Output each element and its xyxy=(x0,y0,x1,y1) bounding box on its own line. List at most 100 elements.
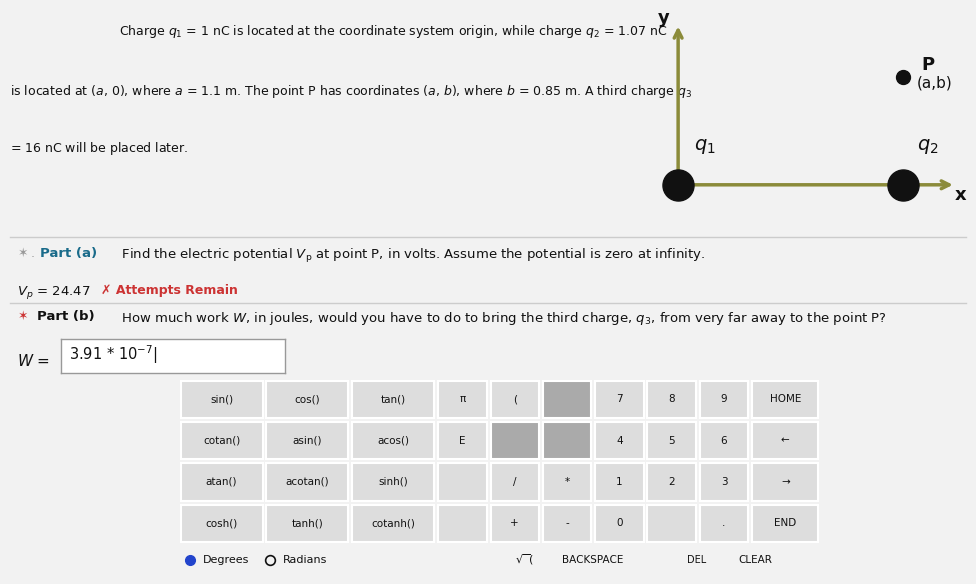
Bar xyxy=(266,505,348,542)
Bar xyxy=(647,505,696,542)
Text: .: . xyxy=(722,518,726,529)
Text: 3: 3 xyxy=(720,477,727,487)
Text: P: P xyxy=(921,57,934,74)
Text: E: E xyxy=(459,436,466,446)
Text: .: . xyxy=(31,247,35,260)
Text: Charge $q_1$ = $\mathit{1}$ nC is located at the coordinate system origin, while: Charge $q_1$ = $\mathit{1}$ nC is locate… xyxy=(119,23,668,40)
Bar xyxy=(595,505,643,542)
Text: 1: 1 xyxy=(616,477,623,487)
Bar xyxy=(700,463,749,500)
Text: (: ( xyxy=(512,394,516,404)
Bar xyxy=(752,422,819,459)
Text: 0: 0 xyxy=(616,518,623,529)
Text: Part (a): Part (a) xyxy=(40,247,98,260)
Bar xyxy=(438,422,487,459)
Text: Degrees: Degrees xyxy=(202,555,249,565)
Text: Radians: Radians xyxy=(283,555,327,565)
Bar xyxy=(438,463,487,500)
Bar xyxy=(181,381,263,418)
Bar xyxy=(752,505,819,542)
Text: y: y xyxy=(658,9,670,27)
Text: sinh(): sinh() xyxy=(379,477,408,487)
Text: 9: 9 xyxy=(720,394,727,404)
Text: 7: 7 xyxy=(616,394,623,404)
Bar xyxy=(266,381,348,418)
Text: acotan(): acotan() xyxy=(286,477,329,487)
Text: 6: 6 xyxy=(720,436,727,446)
Text: acos(): acos() xyxy=(378,436,409,446)
Text: ✗ Attempts Remain: ✗ Attempts Remain xyxy=(101,284,237,297)
Bar xyxy=(181,505,263,542)
Text: tanh(): tanh() xyxy=(292,518,323,529)
Text: $W$ =: $W$ = xyxy=(18,353,51,369)
Text: (a,b): (a,b) xyxy=(916,76,953,91)
Text: Part (b): Part (b) xyxy=(36,310,94,322)
Text: 2: 2 xyxy=(669,477,675,487)
Bar xyxy=(266,463,348,500)
Text: cotan(): cotan() xyxy=(203,436,240,446)
Text: ←: ← xyxy=(781,436,790,446)
Bar xyxy=(700,422,749,459)
Text: = $\mathit{16}$ nC will be placed later.: = $\mathit{16}$ nC will be placed later. xyxy=(10,140,188,158)
Text: *: * xyxy=(564,477,570,487)
Text: CLEAR: CLEAR xyxy=(739,555,773,565)
Text: asin(): asin() xyxy=(293,436,322,446)
Text: atan(): atan() xyxy=(206,477,237,487)
Text: 5: 5 xyxy=(669,436,675,446)
Text: 4: 4 xyxy=(616,436,623,446)
Text: 3.91 * 10$^{-7}$|: 3.91 * 10$^{-7}$| xyxy=(69,343,158,366)
Text: BACKSPACE: BACKSPACE xyxy=(561,555,623,565)
Bar xyxy=(700,505,749,542)
Bar xyxy=(181,463,263,500)
Bar xyxy=(352,381,434,418)
Text: is located at ($a$, 0), where $a$ = $\mathit{1.1}$ m. The point P has coordinate: is located at ($a$, 0), where $a$ = $\ma… xyxy=(10,83,692,100)
Text: cosh(): cosh() xyxy=(205,518,238,529)
Text: END: END xyxy=(774,518,796,529)
Text: tan(): tan() xyxy=(381,394,406,404)
Point xyxy=(895,72,911,82)
Bar xyxy=(181,422,263,459)
Text: cotanh(): cotanh() xyxy=(372,518,415,529)
Bar xyxy=(647,422,696,459)
Bar xyxy=(543,422,591,459)
Point xyxy=(671,180,686,189)
Text: -: - xyxy=(565,518,569,529)
Bar xyxy=(595,463,643,500)
Text: +: + xyxy=(510,518,519,529)
Text: →: → xyxy=(781,477,790,487)
Text: $q_1$: $q_1$ xyxy=(694,137,715,155)
Point xyxy=(895,180,911,189)
Bar xyxy=(491,505,539,542)
Bar xyxy=(491,422,539,459)
Bar xyxy=(752,463,819,500)
Bar xyxy=(491,463,539,500)
Text: ✶: ✶ xyxy=(18,247,28,260)
Text: Find the electric potential $V_\mathrm{p}$ at point P, in volts. Assume the pote: Find the electric potential $V_\mathrm{p… xyxy=(113,247,705,265)
Bar xyxy=(543,381,591,418)
Bar xyxy=(543,463,591,500)
Text: $\sqrt{\ }$(: $\sqrt{\ }$( xyxy=(514,552,534,568)
Text: /: / xyxy=(513,477,516,487)
Bar xyxy=(352,463,434,500)
Bar xyxy=(352,422,434,459)
Text: x: x xyxy=(956,186,967,204)
Text: sin(): sin() xyxy=(210,394,233,404)
Bar xyxy=(752,381,819,418)
Bar xyxy=(438,381,487,418)
Bar xyxy=(647,381,696,418)
Bar xyxy=(438,505,487,542)
Text: $q_2$: $q_2$ xyxy=(916,137,938,155)
Text: π: π xyxy=(460,394,466,404)
Bar xyxy=(647,463,696,500)
Bar xyxy=(352,505,434,542)
Text: ✶: ✶ xyxy=(18,310,28,322)
Text: How much work $W$, in joules, would you have to do to bring the third charge, $q: How much work $W$, in joules, would you … xyxy=(113,310,887,326)
Bar xyxy=(595,422,643,459)
Text: cos(): cos() xyxy=(295,394,320,404)
Text: HOME: HOME xyxy=(770,394,801,404)
Text: DEL: DEL xyxy=(686,555,706,565)
Text: $V_p$ = 24.47: $V_p$ = 24.47 xyxy=(18,284,91,301)
Text: 8: 8 xyxy=(669,394,675,404)
Bar xyxy=(491,381,539,418)
Bar xyxy=(700,381,749,418)
